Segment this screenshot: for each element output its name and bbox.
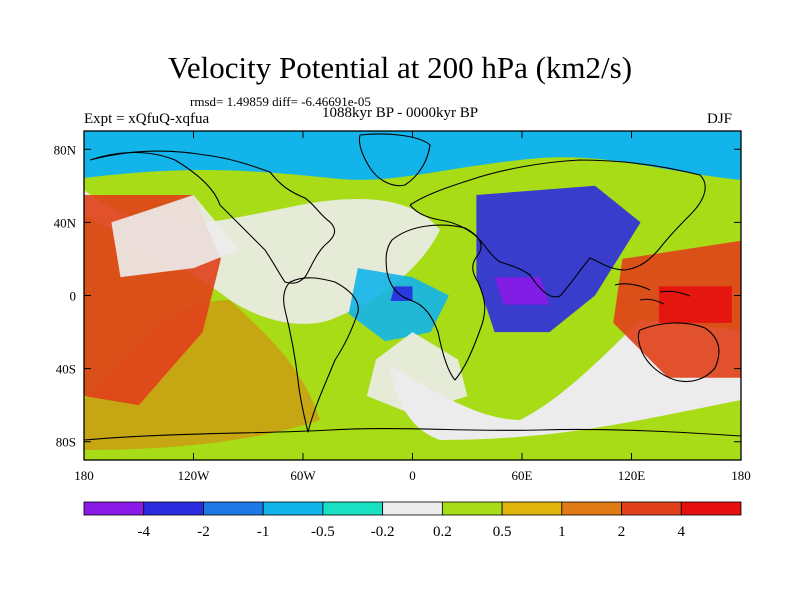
x-tick-label: 0 bbox=[409, 468, 416, 483]
colorbar-swatch bbox=[621, 501, 682, 516]
colorbar-level-label: 4 bbox=[678, 524, 686, 540]
colorbar-level-label: -0.2 bbox=[371, 524, 395, 540]
y-tick-label: 40N bbox=[54, 215, 77, 230]
coast-eurasia bbox=[409, 159, 706, 298]
chart-title: Velocity Potential at 200 hPa (km2/s) bbox=[167, 50, 633, 85]
colorbar-swatch bbox=[83, 501, 145, 516]
x-tick-label: 120W bbox=[178, 468, 211, 483]
experiment-label: Expt = xQfuQ-xqfua bbox=[84, 111, 210, 127]
region-west-pacific-core bbox=[658, 286, 732, 323]
region-south-atlantic-core bbox=[390, 286, 413, 301]
coast-north-america bbox=[89, 150, 336, 284]
region-south-ocean-neutral bbox=[366, 332, 468, 415]
colorbar-level-label: -2 bbox=[197, 524, 210, 540]
coast-antarctica bbox=[84, 428, 741, 441]
region-atlantic-negative bbox=[348, 268, 449, 342]
colorbar-swatch bbox=[680, 501, 742, 516]
season-label: DJF bbox=[707, 111, 733, 127]
coast-south-america bbox=[283, 277, 359, 433]
colorbar-level-label: -0.5 bbox=[311, 524, 335, 540]
colorbar-swatch bbox=[441, 501, 503, 516]
x-tick-label: 60E bbox=[512, 468, 533, 483]
colorbar-swatch bbox=[203, 501, 264, 516]
colorbar-swatch bbox=[501, 501, 563, 516]
y-tick-label: 0 bbox=[70, 289, 77, 304]
coast-australia bbox=[637, 322, 720, 383]
region-north-pacific-neutral bbox=[111, 195, 240, 278]
colorbar-swatch bbox=[262, 501, 324, 516]
x-tick-label: 120E bbox=[618, 468, 646, 483]
region-indian-ocean-core bbox=[494, 277, 550, 305]
colorbar: -4 -2 -1 -0.5 -0.2 0.2 0.5 1 2 4 bbox=[83, 501, 742, 540]
rmsd-diff-line: rmsd= 1.49859 diff= -6.46691e-05 bbox=[190, 94, 371, 109]
x-axis: 180 120W 60W 0 60E 120E 180 bbox=[74, 131, 751, 483]
colorbar-level-label: 0.5 bbox=[493, 524, 512, 540]
colorbar-swatch bbox=[382, 501, 443, 516]
y-axis: 80N 40N 0 40S 80S bbox=[54, 142, 741, 450]
colorbar-swatch bbox=[143, 501, 204, 516]
coast-maritime-continent bbox=[614, 283, 691, 305]
y-tick-label: 80N bbox=[54, 142, 77, 157]
x-tick-label: 60W bbox=[290, 468, 316, 483]
x-tick-label: 180 bbox=[74, 468, 94, 483]
colorbar-level-label: -1 bbox=[257, 524, 270, 540]
x-tick-label: 180 bbox=[731, 468, 751, 483]
colorbar-level-label: 2 bbox=[618, 524, 626, 540]
colorbar-level-label: 0.2 bbox=[433, 524, 452, 540]
y-tick-label: 40S bbox=[56, 362, 76, 377]
y-tick-label: 80S bbox=[56, 435, 76, 450]
colorbar-level-label: -4 bbox=[137, 524, 150, 540]
period-label: 1088kyr BP - 0000kyr BP bbox=[322, 105, 479, 121]
data-regions bbox=[84, 185, 741, 415]
colorbar-swatch bbox=[322, 501, 384, 516]
colorbar-level-label: 1 bbox=[558, 524, 566, 540]
colorbar-swatch bbox=[561, 501, 622, 516]
